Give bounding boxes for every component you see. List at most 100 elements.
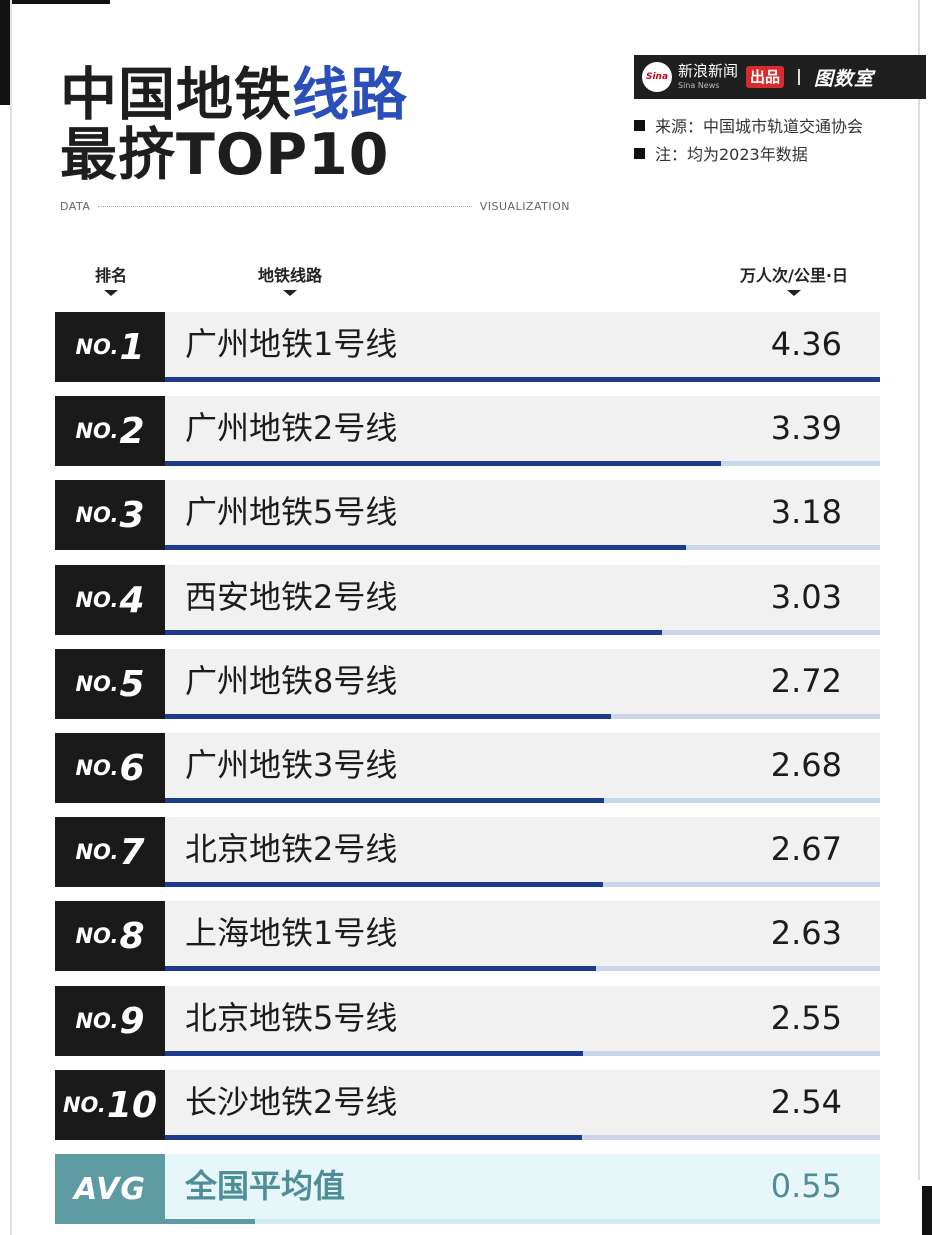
ranking-row-10: NO. 10 长沙地铁2号线 2.54 xyxy=(55,1070,880,1140)
brand-separator xyxy=(798,69,801,85)
row-cell: 广州地铁2号线 3.39 xyxy=(165,396,880,466)
corner-mark-bottom-right xyxy=(922,1186,932,1235)
triangle-down-icon xyxy=(104,290,118,296)
column-header-rank-label: 排名 xyxy=(94,266,127,285)
row-cell: 广州地铁8号线 2.72 xyxy=(165,649,880,719)
bar-track xyxy=(165,714,880,719)
rank-prefix: NO. xyxy=(62,1093,106,1117)
ranking-row-2: NO. 2 广州地铁2号线 3.39 xyxy=(55,396,880,466)
bar-fill xyxy=(165,882,603,887)
ranking-row-1: NO. 1 广州地铁1号线 4.36 xyxy=(55,312,880,382)
line-value: 2.72 xyxy=(770,662,842,700)
rank-prefix: NO. xyxy=(75,840,119,864)
brand-names: 新浪新闻 Sina News xyxy=(678,64,738,90)
bar-track xyxy=(165,630,880,635)
rank-badge: NO. 3 xyxy=(55,480,165,550)
line-name: 广州地铁8号线 xyxy=(185,662,398,700)
ranking-row-9: NO. 9 北京地铁5号线 2.55 xyxy=(55,986,880,1056)
line-value: 3.18 xyxy=(770,493,842,531)
rank-number: 6 xyxy=(119,747,145,789)
source-text: 来源：中国城市轨道交通协会 xyxy=(655,117,864,136)
rank-number: 4 xyxy=(119,579,145,621)
row-cell: 上海地铁1号线 2.63 xyxy=(165,901,880,971)
ranking-row-3: NO. 3 广州地铁5号线 3.18 xyxy=(55,480,880,550)
line-value: 2.55 xyxy=(770,999,842,1037)
square-bullet-icon xyxy=(634,119,645,131)
frame-line-left xyxy=(10,0,12,1235)
rank-badge: NO. 9 xyxy=(55,986,165,1056)
row-cell: 长沙地铁2号线 2.54 xyxy=(165,1070,880,1140)
line-value: 3.39 xyxy=(770,409,842,447)
bar-track xyxy=(165,882,880,887)
title-prefix: 中国地铁 xyxy=(60,62,292,128)
row-cell: 北京地铁2号线 2.67 xyxy=(165,817,880,887)
rank-number: 5 xyxy=(119,663,145,705)
rank-prefix: NO. xyxy=(75,588,119,612)
bar-track xyxy=(165,966,880,971)
data-visualization-rule: DATA VISUALIZATION xyxy=(60,198,570,214)
rank-number: 10 xyxy=(106,1084,158,1126)
line-value: 2.67 xyxy=(770,830,842,868)
average-row: AVG 全国平均值 0.55 xyxy=(55,1154,880,1224)
ranking-row-4: NO. 4 西安地铁2号线 3.03 xyxy=(55,565,880,635)
brand-name-cn: 新浪新闻 xyxy=(678,62,739,80)
triangle-down-icon xyxy=(787,290,801,296)
avg-value: 0.55 xyxy=(770,1167,842,1205)
line-name: 上海地铁1号线 xyxy=(185,914,398,952)
sina-logo-icon: Sina xyxy=(642,62,672,92)
dotted-divider xyxy=(98,205,472,207)
page-title: 中国地铁线路 xyxy=(60,62,408,128)
line-value: 2.54 xyxy=(770,1083,842,1121)
column-header-value-label: 万人次/公里·日 xyxy=(740,266,848,285)
line-name: 广州地铁1号线 xyxy=(185,325,398,363)
rank-number: 1 xyxy=(119,326,145,368)
bar-track xyxy=(165,1135,880,1140)
bar-track xyxy=(165,1051,880,1056)
bar-fill xyxy=(165,714,612,719)
year-note: 注：均为2023年数据 xyxy=(634,141,808,165)
row-cell: 广州地铁1号线 4.36 xyxy=(165,312,880,382)
title-accent: 线路 xyxy=(292,62,408,128)
ranking-row-5: NO. 5 广州地铁8号线 2.72 xyxy=(55,649,880,719)
rank-badge: NO. 6 xyxy=(55,733,165,803)
column-header-rank: 排名 xyxy=(80,262,142,296)
bar-track xyxy=(165,798,880,803)
note-text: 注：均为2023年数据 xyxy=(655,145,808,164)
frame-line-right xyxy=(918,0,920,1180)
bar-fill xyxy=(165,377,880,382)
line-name: 广州地铁5号线 xyxy=(185,493,398,531)
triangle-down-icon xyxy=(283,290,297,296)
bar-track xyxy=(165,377,880,382)
line-name: 广州地铁3号线 xyxy=(185,746,398,784)
rank-prefix: NO. xyxy=(75,672,119,696)
page-subtitle: 最挤TOP10 xyxy=(60,122,390,188)
rank-badge: NO. 1 xyxy=(55,312,165,382)
rank-number: 9 xyxy=(119,1000,145,1042)
column-header-value: 万人次/公里·日 xyxy=(722,262,866,296)
rank-number: 7 xyxy=(119,831,145,873)
ranking-row-6: NO. 6 广州地铁3号线 2.68 xyxy=(55,733,880,803)
corner-mark-top-left xyxy=(0,0,10,105)
bar-track xyxy=(165,1219,880,1224)
rank-prefix: NO. xyxy=(75,419,119,443)
rank-badge: NO. 7 xyxy=(55,817,165,887)
ranking-row-7: NO. 7 北京地铁2号线 2.67 xyxy=(55,817,880,887)
bar-fill xyxy=(165,1051,584,1056)
rank-number: 3 xyxy=(119,494,145,536)
line-value: 2.63 xyxy=(770,914,842,952)
line-name: 广州地铁2号线 xyxy=(185,409,398,447)
data-label: DATA xyxy=(60,199,91,213)
row-cell: 北京地铁5号线 2.55 xyxy=(165,986,880,1056)
bar-fill xyxy=(165,545,687,550)
line-name: 北京地铁2号线 xyxy=(185,830,398,868)
row-cell: 全国平均值 0.55 xyxy=(165,1154,880,1224)
rank-prefix: NO. xyxy=(75,1009,119,1033)
row-cell: 广州地铁3号线 2.68 xyxy=(165,733,880,803)
rank-badge: NO. 10 xyxy=(55,1070,165,1140)
bar-track xyxy=(165,545,880,550)
bar-fill xyxy=(165,461,721,466)
ranking-row-8: NO. 8 上海地铁1号线 2.63 xyxy=(55,901,880,971)
brand-bar: Sina 新浪新闻 Sina News 出品 图数室 xyxy=(634,55,926,99)
avg-label: AVG xyxy=(73,1171,147,1207)
row-cell: 西安地铁2号线 3.03 xyxy=(165,565,880,635)
